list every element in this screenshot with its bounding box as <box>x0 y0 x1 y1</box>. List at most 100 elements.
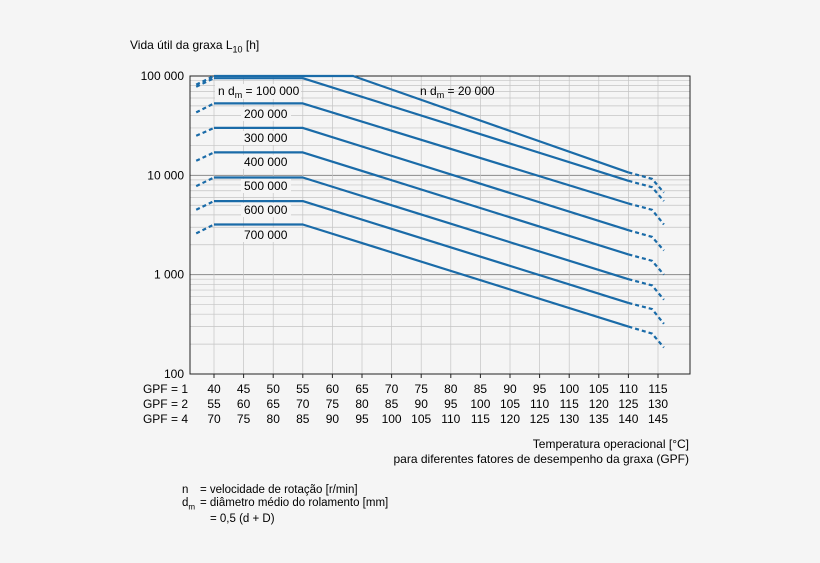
series-label: 400 000 <box>244 155 288 169</box>
series-line <box>214 77 629 182</box>
series-label: n dm = 100 000 <box>218 84 300 100</box>
x-tick-label: 90 <box>415 397 429 411</box>
series-line-dashed-end <box>628 179 665 202</box>
x-tick-label: 90 <box>503 382 517 396</box>
series-label-bg <box>241 155 291 169</box>
series-line-dashed-start <box>195 77 215 88</box>
series-line-dashed-start <box>195 126 215 137</box>
x-tick-label: 110 <box>619 382 638 396</box>
chart-series <box>195 74 665 349</box>
x-tick-label: 65 <box>267 397 281 411</box>
x-tick-label: 105 <box>411 412 431 426</box>
x-tick-label: 50 <box>267 382 281 396</box>
x-tick-label: 125 <box>618 397 638 411</box>
x-tick-label: 105 <box>589 382 609 396</box>
plot-frame <box>189 75 691 375</box>
series-line <box>214 126 629 232</box>
y-tick-label: 100 <box>164 367 184 381</box>
y-tick-label: 10 000 <box>147 168 184 182</box>
x-axis-title-line2: para diferentes fatores de desempenho da… <box>393 452 690 466</box>
x-tick-label: 135 <box>589 412 609 426</box>
series-label: n dm = 20 000 <box>420 84 495 100</box>
y-axis-title: Vida útil da graxa L10 [h] <box>130 38 260 55</box>
series-line-dashed-end <box>628 325 665 349</box>
series-line-dashed-start <box>195 151 215 162</box>
series-label-bg <box>215 84 301 99</box>
x-tick-label: 110 <box>530 397 549 411</box>
x-tick-label: 75 <box>237 412 251 426</box>
x-tick-label: 60 <box>326 382 340 396</box>
x-tick-label: 120 <box>589 397 609 411</box>
y-tick-label: 100 000 <box>141 69 185 83</box>
x-row-label: GPF = 1 <box>143 382 188 396</box>
series-line <box>214 102 629 205</box>
x-tick-label: 115 <box>560 397 579 411</box>
series-label-bg <box>241 131 291 145</box>
x-tick-label: 105 <box>500 397 520 411</box>
x-tick-label: 100 <box>382 412 402 426</box>
x-tick-label: 95 <box>444 397 458 411</box>
series-line-dashed-end <box>628 253 665 276</box>
legend-row-dm: dm = diâmetro médio do rolamento [mm] <box>182 497 389 512</box>
series-line <box>214 176 629 281</box>
x-tick-label: 140 <box>618 412 638 426</box>
chart-labels: n dm = 20 000 n dm = 100 000 200 000 300 00… <box>215 84 495 242</box>
series-label: 300 000 <box>244 131 288 145</box>
x-tick-label: 130 <box>648 397 668 411</box>
x-tick-label: 75 <box>415 382 429 396</box>
legend-row-formula: = 0,5 (d + D) <box>210 513 275 526</box>
x-tick-label: 145 <box>648 412 668 426</box>
x-tick-label: 90 <box>326 412 340 426</box>
series-line-dashed-start <box>195 75 215 86</box>
x-tick-label: 80 <box>355 397 369 411</box>
series-line-dashed-end <box>628 171 665 194</box>
x-tick-label: 75 <box>326 397 340 411</box>
series-line-dashed-end <box>628 278 665 301</box>
x-axis-title: Temperatura operacional [°C] para difere… <box>394 437 690 467</box>
x-tick-label: 70 <box>296 397 310 411</box>
x-tick-label: 55 <box>207 397 221 411</box>
series-line <box>214 74 629 174</box>
series-label-bg <box>241 228 291 242</box>
series-line-dashed-start <box>195 223 215 235</box>
series-label-bg <box>241 107 291 121</box>
series-line-dashed-end <box>628 229 665 252</box>
x-tick-label: 120 <box>500 412 520 426</box>
series-line-dashed-end <box>628 202 665 226</box>
x-tick-label: 40 <box>207 382 221 396</box>
x-tick-label: 95 <box>533 382 547 396</box>
x-tick-label: 65 <box>355 382 369 396</box>
x-tick-label: 125 <box>530 412 550 426</box>
x-tick-label: 70 <box>385 382 399 396</box>
series-line-dashed-start <box>195 176 215 188</box>
series-label: 600 000 <box>244 203 288 217</box>
x-tick-label: 45 <box>237 382 251 396</box>
x-axis-title-line1: Temperatura operacional [°C] <box>532 437 689 451</box>
y-tick-label: 1 000 <box>154 268 184 282</box>
x-tick-label: 100 <box>559 382 579 396</box>
x-row-label: GPF = 2 <box>143 397 188 411</box>
series-label-bg <box>241 179 291 193</box>
series-label-bg <box>241 203 291 217</box>
series-line-dashed-start <box>195 102 215 114</box>
series-label: 200 000 <box>244 107 288 121</box>
x-tick-label: 115 <box>471 412 490 426</box>
x-row-label: GPF = 4 <box>143 412 188 426</box>
x-tick-label: 110 <box>441 412 460 426</box>
x-tick-label: 70 <box>207 412 221 426</box>
x-tick-label: 115 <box>648 382 667 396</box>
x-tick-label: 60 <box>237 397 251 411</box>
x-tick-label: 55 <box>296 382 310 396</box>
x-tick-label: 130 <box>559 412 579 426</box>
series-line <box>214 200 629 304</box>
x-tick-label: 85 <box>385 397 399 411</box>
x-tick-label: 80 <box>267 412 281 426</box>
series-label: 700 000 <box>244 228 288 242</box>
legend-row-n: n = velocidade de rotação [r/min] <box>182 484 358 496</box>
series-line-dashed-start <box>195 200 215 211</box>
chart-axes: 100 1 000 10 000 100 000 GPF = 1 40 45 50 55 60 65… <box>141 69 691 426</box>
series-line-dashed-end <box>628 301 665 325</box>
series-line <box>214 223 629 328</box>
symbol-legend: n = velocidade de rotação [r/min] dm = diâ… <box>182 484 388 526</box>
